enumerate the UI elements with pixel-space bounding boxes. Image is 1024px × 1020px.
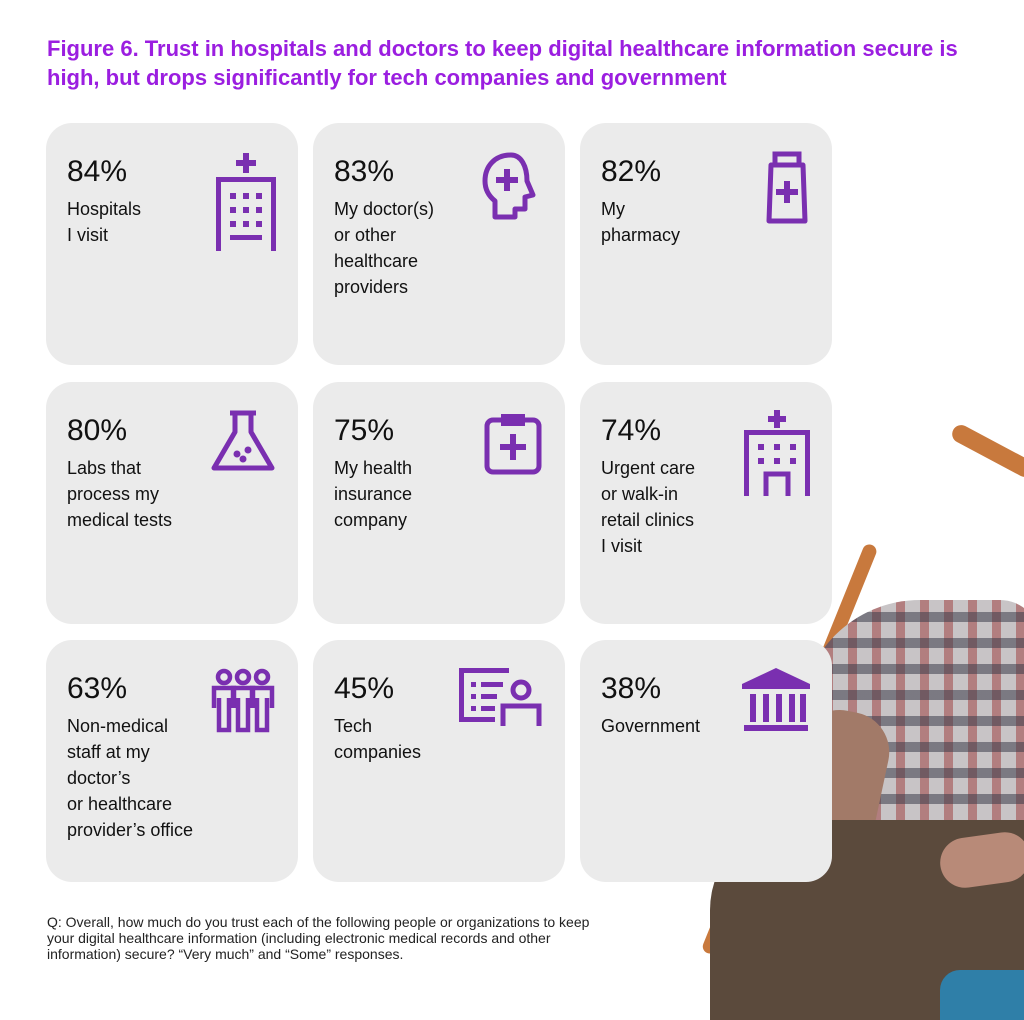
trust-label: Tech companies [334, 716, 422, 762]
government-building-icon [742, 668, 810, 731]
trust-card-pharmacy: 82% My pharmacy [580, 123, 832, 365]
trust-card-government: 38% Government [580, 640, 832, 882]
trust-percent: 80% [67, 414, 128, 447]
survey-question-footnote: Q: Overall, how much do you trust each o… [47, 914, 590, 962]
head-medical-cross-icon [482, 152, 536, 220]
figure-title: Figure 6. Trust in hospitals and doctors… [47, 36, 958, 90]
trust-percent: 74% [601, 414, 662, 447]
trust-label: Hospitals I visit [67, 199, 142, 245]
trust-card-urgent-care: 74% Urgent care or walk-in retail clinic… [580, 382, 832, 624]
trust-card-non-medical-staff: 63% Non-medical staff at my doctor’s or … [46, 640, 298, 882]
tech-list-person-icon [459, 668, 542, 726]
trust-percent: 83% [334, 155, 395, 188]
trust-card-labs: 80% Labs that process my medical tests [46, 382, 298, 624]
trust-percent: 82% [601, 155, 662, 188]
trust-label: My health insurance company [334, 458, 413, 530]
lab-flask-icon [211, 410, 275, 471]
trust-percent: 45% [334, 672, 395, 705]
clinic-building-icon [744, 410, 810, 496]
trust-card-hospitals: 84% Hospitals I visit [46, 123, 298, 365]
trust-card-insurance: 75% My health insurance company [313, 382, 565, 624]
staff-group-icon [211, 668, 275, 733]
trust-percent: 84% [67, 155, 128, 188]
trust-label: My pharmacy [601, 199, 681, 245]
medicine-bottle-icon [766, 151, 808, 224]
trust-label: My doctor(s) or other healthcare provide… [334, 199, 435, 297]
trust-label: Non-medical staff at my doctor’s or heal… [67, 716, 194, 840]
trust-label: Labs that process my medical tests [67, 458, 173, 530]
trust-card-tech-companies: 45% Tech companies [313, 640, 565, 882]
clipboard-cross-icon [484, 414, 542, 475]
trust-percent: 38% [601, 672, 662, 705]
trust-label: Urgent care or walk-in retail clinics I … [601, 458, 696, 556]
trust-percent: 63% [67, 672, 128, 705]
trust-card-doctors: 83% My doctor(s) or other healthcare pro… [313, 123, 565, 365]
trust-percent: 75% [334, 414, 395, 447]
hospital-building-icon [216, 153, 276, 251]
trust-label: Government [601, 716, 701, 736]
